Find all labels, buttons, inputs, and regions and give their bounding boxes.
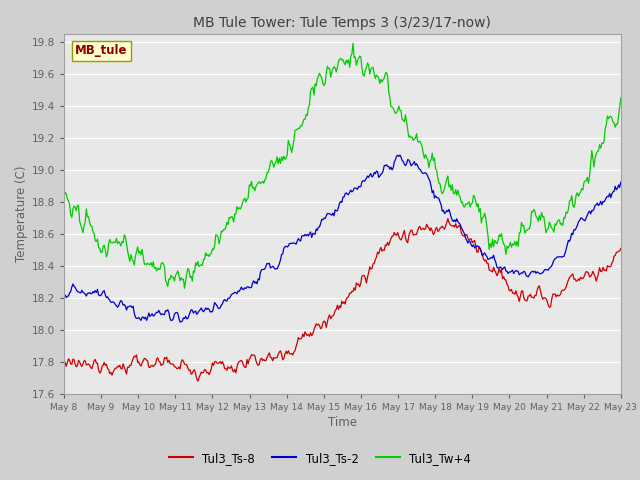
X-axis label: Time: Time: [328, 416, 357, 429]
Text: MB_tule: MB_tule: [75, 44, 127, 58]
Legend: Tul3_Ts-8, Tul3_Ts-2, Tul3_Tw+4: Tul3_Ts-8, Tul3_Ts-2, Tul3_Tw+4: [164, 447, 476, 469]
Title: MB Tule Tower: Tule Temps 3 (3/23/17-now): MB Tule Tower: Tule Temps 3 (3/23/17-now…: [193, 16, 492, 30]
Y-axis label: Temperature (C): Temperature (C): [15, 165, 28, 262]
